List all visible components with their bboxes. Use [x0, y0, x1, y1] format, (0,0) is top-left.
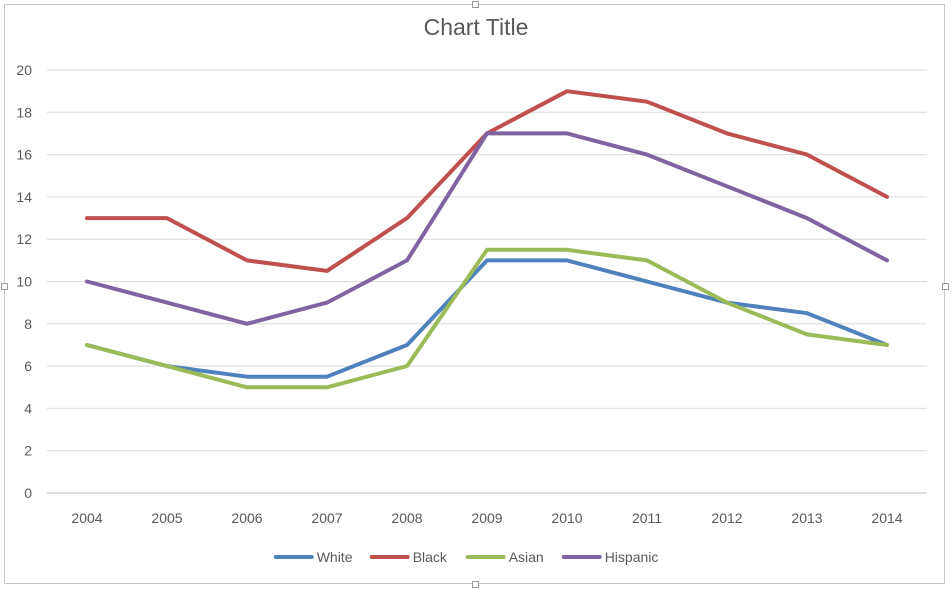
series-line-asian: [85, 247, 889, 390]
legend-label: Asian: [509, 549, 544, 565]
legend: White Black Asian Hispanic: [273, 549, 659, 565]
x-tick-label: 2008: [391, 510, 422, 526]
resize-handle-top[interactable]: [472, 1, 479, 8]
y-tick-label: 12: [16, 231, 32, 247]
x-tick-label: 2012: [711, 510, 742, 526]
y-tick-label: 10: [16, 274, 32, 290]
y-tick-label: 18: [16, 104, 32, 120]
y-tick-label: 16: [16, 147, 32, 163]
x-tick-label: 2011: [632, 510, 662, 526]
series-line-black: [85, 89, 889, 273]
legend-item-black: Black: [369, 549, 448, 565]
legend-item-asian: Asian: [465, 549, 544, 565]
y-tick-label: 8: [24, 316, 32, 332]
y-tick-label: 2: [24, 443, 32, 459]
y-tick-label: 14: [16, 189, 32, 205]
legend-item-hispanic: Hispanic: [561, 549, 659, 565]
y-tick-label: 20: [16, 62, 32, 78]
x-axis-ticks: 2004 2005 2006 2007 2008 2009 2010 2011 2012 2013…: [71, 510, 902, 526]
legend-item-white: White: [273, 549, 353, 565]
y-tick-label: 4: [24, 400, 32, 416]
y-axis-ticks: 0 2 4 6 8 10 12 14 16 18 20: [16, 62, 32, 501]
legend-label: White: [317, 549, 353, 565]
legend-label: Black: [413, 549, 448, 565]
x-tick-label: 2010: [551, 510, 582, 526]
x-tick-label: 2009: [471, 510, 502, 526]
x-tick-label: 2014: [871, 510, 902, 526]
chart-title: Chart Title: [423, 14, 529, 40]
resize-handle-right[interactable]: [942, 283, 949, 290]
series-lines: [85, 89, 889, 390]
y-tick-label: 0: [24, 485, 32, 501]
resize-handle-bottom[interactable]: [472, 581, 479, 588]
series-line-white: [85, 258, 889, 379]
resize-handle-left[interactable]: [1, 283, 8, 290]
x-tick-label: 2007: [311, 510, 342, 526]
gridlines: [47, 69, 927, 494]
x-tick-label: 2004: [71, 510, 102, 526]
x-tick-label: 2006: [231, 510, 262, 526]
x-tick-label: 2005: [151, 510, 182, 526]
x-tick-label: 2013: [791, 510, 822, 526]
y-tick-label: 6: [24, 358, 32, 374]
series-line-hispanic: [85, 131, 889, 326]
legend-label: Hispanic: [605, 549, 659, 565]
